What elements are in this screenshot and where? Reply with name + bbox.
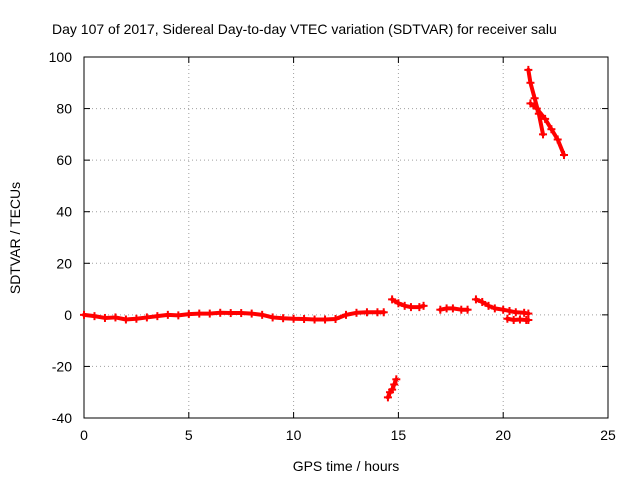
y-tick-label: -20 (52, 358, 72, 374)
y-tick-label: 40 (56, 204, 72, 220)
y-tick-label: 20 (56, 255, 72, 271)
plot-area-frame (83, 56, 609, 419)
x-tick-label: 25 (600, 427, 616, 443)
axis-ticks (83, 56, 609, 419)
x-tick-label: 0 (80, 427, 88, 443)
y-tick-label: 80 (56, 101, 72, 117)
x-tick-label: 10 (286, 427, 302, 443)
y-tick-label: -40 (52, 410, 72, 426)
x-tick-label: 5 (185, 427, 193, 443)
y-tick-label: 60 (56, 152, 72, 168)
y-tick-label: 0 (64, 307, 72, 323)
data-series (80, 65, 568, 402)
x-tick-label: 20 (495, 427, 511, 443)
chart-title: Day 107 of 2017, Sidereal Day-to-day VTE… (52, 21, 557, 37)
x-axis-label: GPS time / hours (293, 458, 400, 474)
y-axis-label: SDTVAR / TECUs (7, 182, 23, 294)
x-tick-labels: 0 5 10 15 20 25 (80, 427, 616, 443)
grid-lines (84, 57, 608, 418)
x-tick-label: 15 (391, 427, 407, 443)
data-segment-line (528, 101, 566, 157)
y-tick-label: 100 (49, 49, 73, 65)
y-tick-labels: -40 -20 0 20 40 60 80 100 (49, 49, 73, 426)
